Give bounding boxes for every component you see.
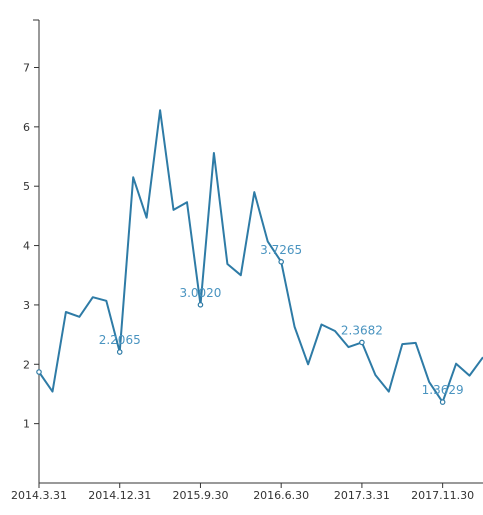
y-tick-label: 3: [23, 299, 30, 312]
y-tick-label: 7: [23, 61, 30, 74]
point-marker: [278, 258, 284, 265]
x-tick-label: 2015.9.30: [172, 489, 228, 502]
y-tick-label: 1: [23, 418, 30, 431]
x-tick-label: 2017.11.30: [411, 489, 474, 502]
series-group: [38, 109, 483, 404]
x-tick-label: 2017.3.31: [334, 489, 390, 502]
data-label: 1.3629: [422, 383, 464, 397]
point-markers: [36, 258, 446, 405]
x-tick-label: 2014.12.31: [88, 489, 151, 502]
x-tick-label: 2016.6.30: [253, 489, 309, 502]
y-axis-ticks: 1 2 3 4 5 6 7: [23, 61, 39, 431]
x-tick-label: 2014.3.31: [11, 489, 67, 502]
y-tick-label: 2: [23, 358, 30, 371]
point-marker: [439, 399, 446, 405]
point-marker: [36, 369, 42, 375]
axes: [33, 19, 483, 484]
y-tick-label: 4: [23, 240, 30, 253]
data-label: 2.3682: [341, 323, 383, 337]
x-axis-ticks: 2014.3.31 2014.12.31 2015.9.30 2016.6.30 201…: [11, 483, 474, 502]
data-label: 3.7265: [260, 243, 302, 257]
point-marker: [197, 302, 204, 308]
data-label: 2.2065: [99, 333, 141, 347]
data-labels: 2.2065 3.0020 3.7265 2.3682 1.3629: [99, 243, 464, 397]
point-marker: [359, 339, 365, 346]
y-tick-label: 6: [23, 121, 30, 134]
y-tick-label: 5: [23, 180, 30, 193]
series-line: [38, 109, 483, 404]
data-label: 3.0020: [179, 286, 221, 300]
point-marker: [116, 349, 123, 355]
